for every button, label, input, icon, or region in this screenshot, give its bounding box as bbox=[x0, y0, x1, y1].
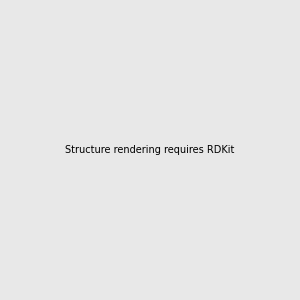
Text: Structure rendering requires RDKit: Structure rendering requires RDKit bbox=[65, 145, 235, 155]
